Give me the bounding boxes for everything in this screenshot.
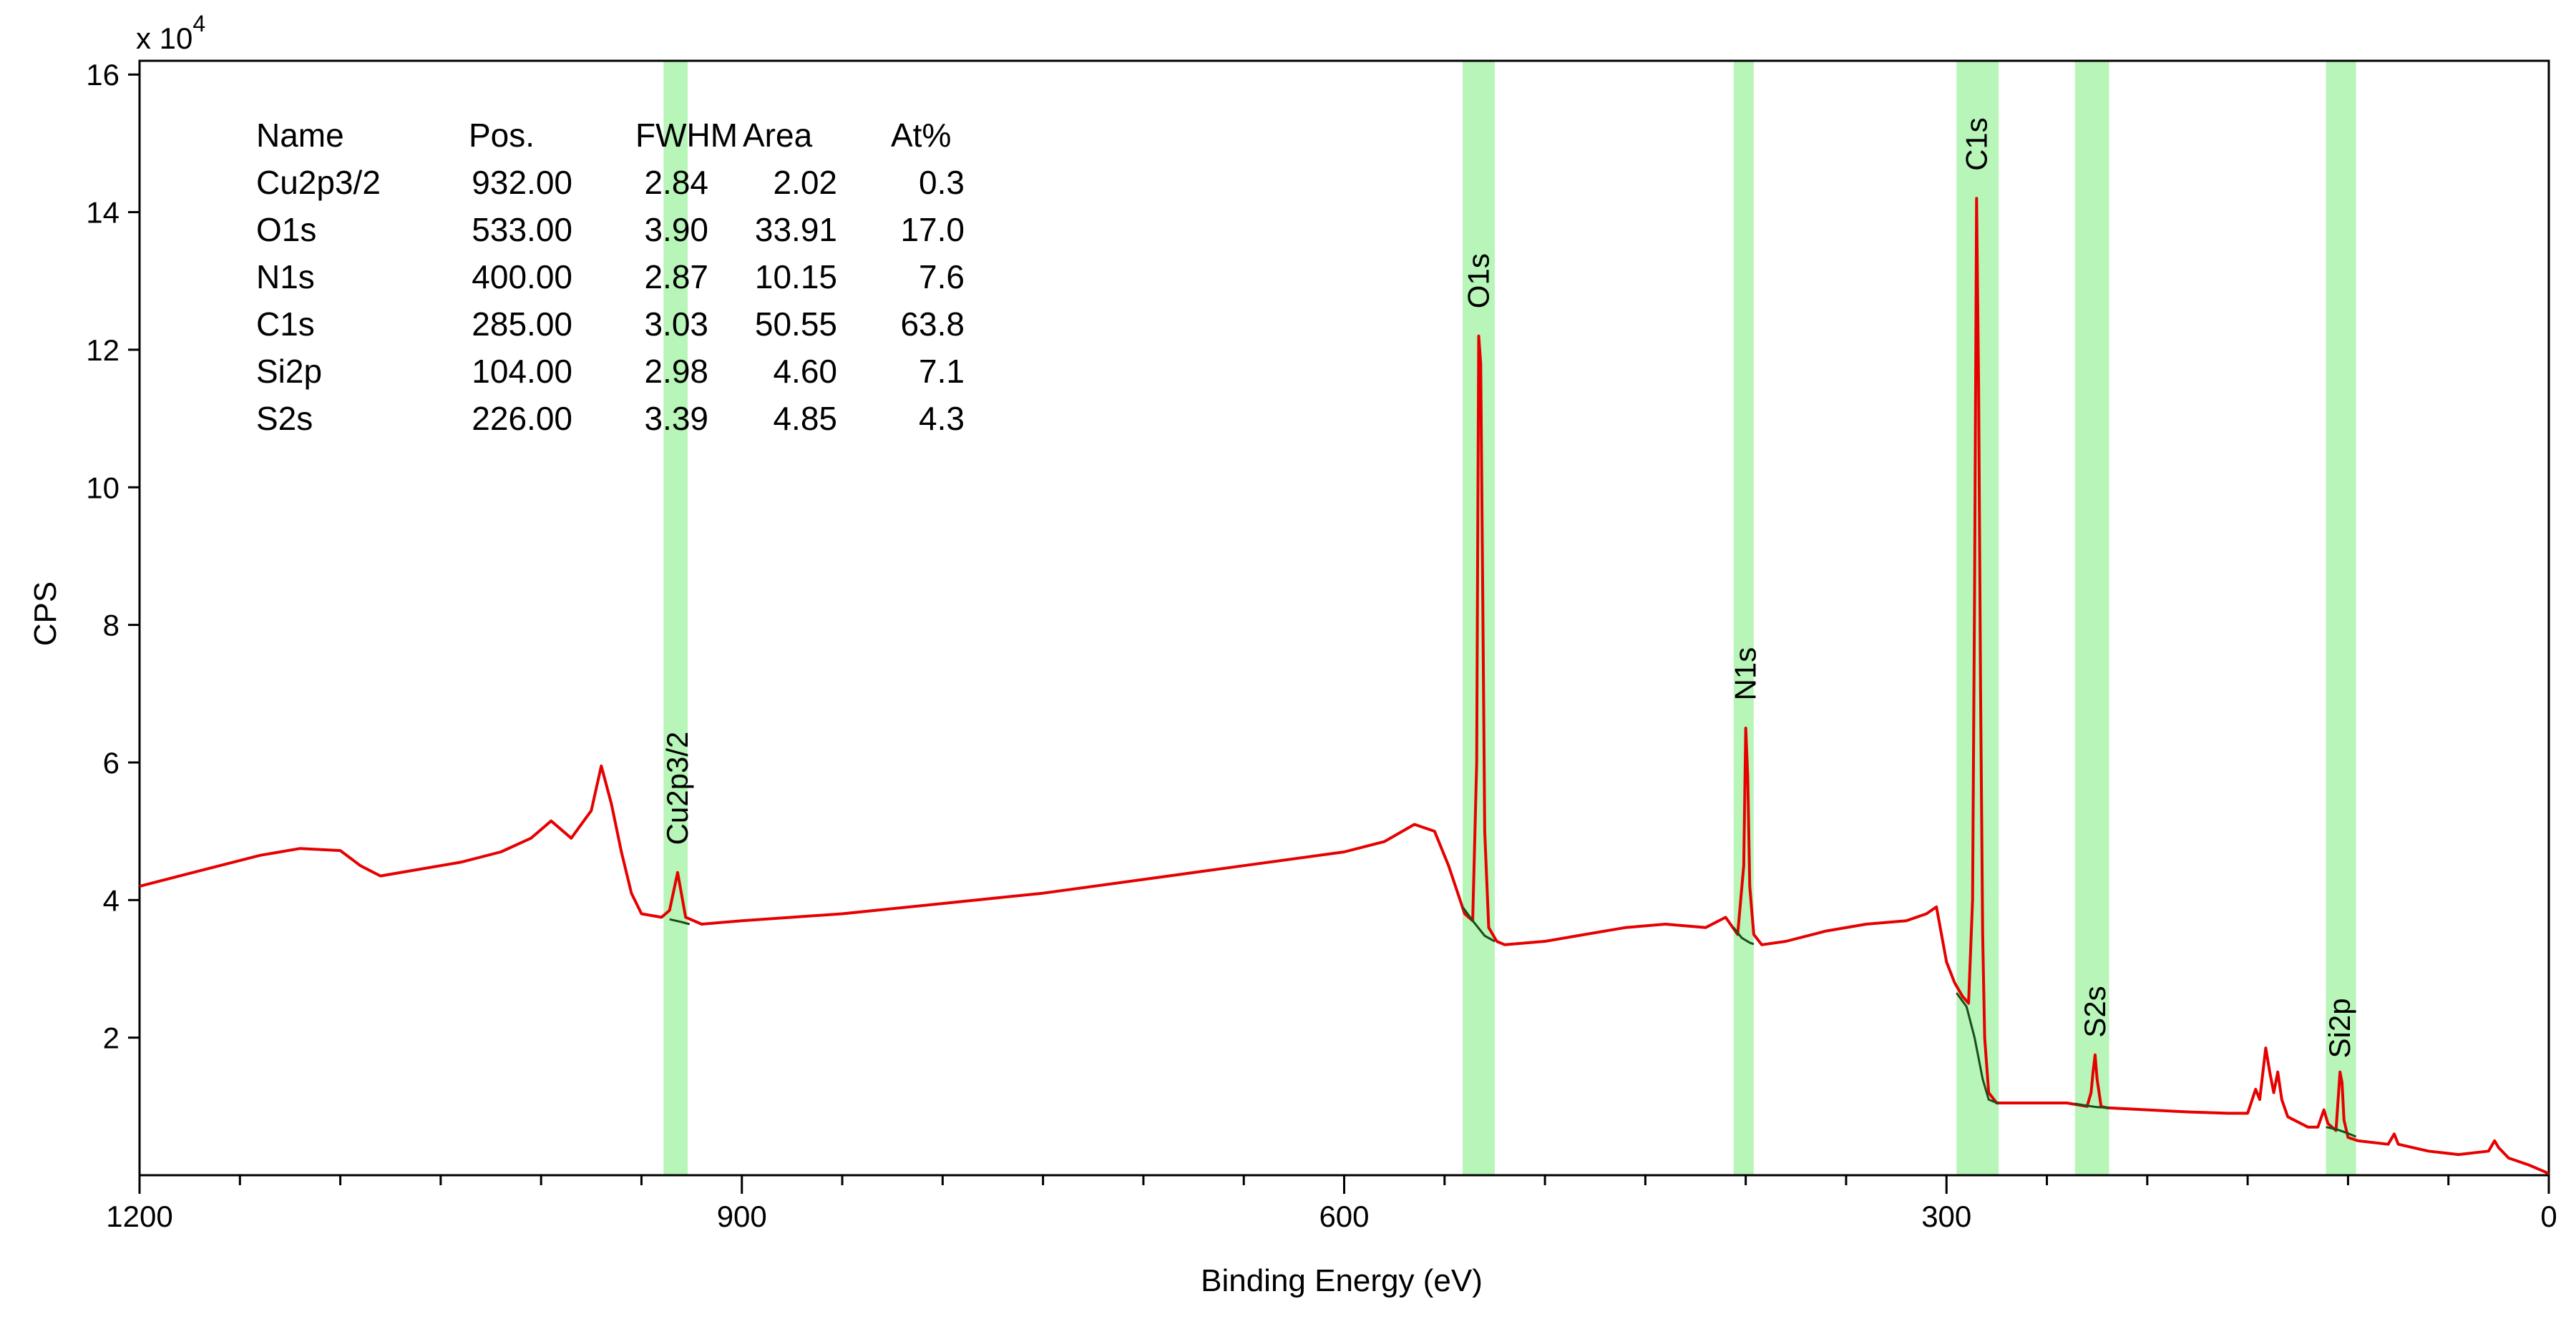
y-multiplier-exponent: 4	[192, 11, 205, 36]
x-tick-label: 900	[717, 1200, 767, 1233]
table-cell: 400.00	[472, 258, 572, 295]
background-line-2	[1732, 926, 1755, 946]
table-cell: 2.98	[644, 353, 708, 390]
region-0	[663, 61, 688, 1175]
y-tick-label: 4	[103, 883, 119, 917]
table-cell: 0.3	[919, 164, 965, 201]
table-cell: O1s	[256, 211, 316, 248]
table-cell: 2.84	[644, 164, 708, 201]
x-axis-label: Binding Energy (eV)	[1201, 1263, 1483, 1298]
table-cell: 33.91	[755, 211, 837, 248]
y-multiplier-label: x 104	[136, 11, 205, 55]
background-line-4	[2074, 1102, 2109, 1109]
y-tick-label: 16	[86, 58, 119, 92]
background-line-0	[669, 918, 691, 926]
table-cell: 533.00	[472, 211, 572, 248]
x-tick-label: 300	[1921, 1200, 1971, 1233]
peak-labels: Cu2p3/2 O1s N1s C1s S2s Si2p	[660, 117, 2356, 1058]
x-tick-label: 0	[2540, 1200, 2557, 1233]
table-cell: Si2p	[256, 353, 322, 390]
region-2	[1733, 61, 1754, 1175]
y-axis-label: CPS	[28, 582, 63, 646]
table-cell: 2.02	[773, 164, 837, 201]
x-tick-label: 600	[1319, 1200, 1369, 1233]
table-cell: 104.00	[472, 353, 572, 390]
table-cell: 932.00	[472, 164, 572, 201]
table-cell: 7.1	[919, 353, 965, 390]
peak-table: Name Pos. FWHM Area At% Cu2p3/2 932.00 2.84 2.02…	[256, 117, 965, 437]
table-cell: C1s	[256, 305, 315, 343]
peak-label-0: Cu2p3/2	[660, 732, 694, 845]
y-tick-label: 10	[86, 471, 119, 504]
table-cell: 2.87	[644, 258, 708, 295]
peak-label-1: O1s	[1462, 253, 1496, 308]
table-cell: 3.39	[644, 400, 708, 437]
axes: 1200 900 600 300 0 2 4 6 8 10 12 14 16	[86, 58, 2557, 1233]
table-cell: 17.0	[900, 211, 965, 248]
table-cell: 4.60	[773, 353, 837, 390]
y-tick-label: 12	[86, 333, 119, 367]
background-line-1	[1461, 906, 1496, 943]
table-header: At%	[891, 117, 951, 154]
table-cell: Cu2p3/2	[256, 164, 381, 201]
x-tick-label: 1200	[106, 1200, 172, 1233]
series-layer	[139, 197, 2550, 1175]
region-4	[2074, 61, 2109, 1175]
table-header: Pos.	[469, 117, 535, 154]
region-5	[2326, 61, 2356, 1175]
y-tick-label: 14	[86, 196, 119, 230]
background-line-5	[2326, 1126, 2357, 1138]
table-header: Area	[743, 117, 813, 154]
table-cell: 4.3	[919, 400, 965, 437]
table-cell: 63.8	[900, 305, 965, 343]
table-cell: 3.03	[644, 305, 708, 343]
table-cell: 50.55	[755, 305, 837, 343]
table-cell: 3.90	[644, 211, 708, 248]
table-cell: 4.85	[773, 400, 837, 437]
y-multiplier-base: x 10	[136, 21, 192, 55]
peak-label-3: C1s	[1959, 117, 1993, 171]
y-tick-label: 6	[103, 746, 119, 780]
table-cell: 7.6	[919, 258, 965, 295]
background-line-3	[1956, 992, 1999, 1105]
peak-label-5: Si2p	[2323, 998, 2356, 1058]
table-cell: N1s	[256, 258, 315, 295]
table-cell: 226.00	[472, 400, 572, 437]
y-tick-label: 8	[103, 609, 119, 642]
y-tick-label: 2	[103, 1021, 119, 1055]
table-header: Name	[256, 117, 344, 154]
peak-label-2: N1s	[1729, 647, 1762, 701]
table-cell: 10.15	[755, 258, 837, 295]
spectrum-line	[139, 197, 2550, 1175]
peak-label-4: S2s	[2078, 986, 2112, 1037]
table-cell: 285.00	[472, 305, 572, 343]
table-header: FWHM	[635, 117, 738, 154]
table-cell: S2s	[256, 400, 313, 437]
